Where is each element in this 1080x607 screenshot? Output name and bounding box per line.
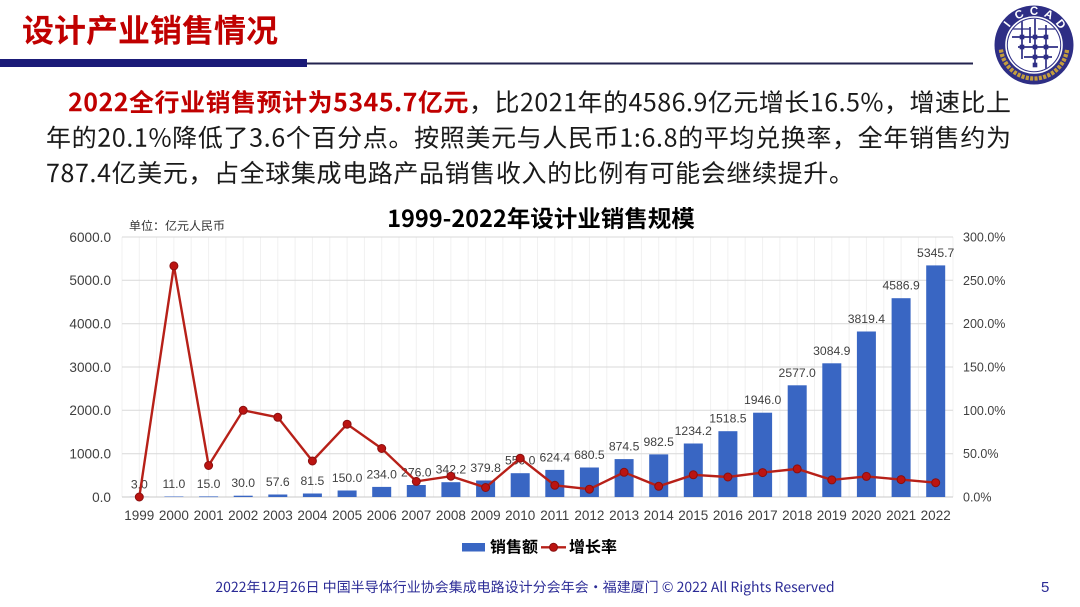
svg-text:5: 5 (1041, 579, 1049, 596)
svg-text:2013: 2013 (609, 508, 639, 523)
svg-text:2012: 2012 (574, 508, 604, 523)
svg-text:C: C (1030, 6, 1038, 18)
svg-text:276.0: 276.0 (401, 466, 432, 480)
svg-text:2010: 2010 (505, 508, 535, 523)
svg-text:2001: 2001 (194, 508, 224, 523)
svg-text:2017: 2017 (748, 508, 778, 523)
svg-text:1234.2: 1234.2 (675, 424, 712, 438)
svg-text:1000.0: 1000.0 (69, 447, 111, 462)
svg-text:680.5: 680.5 (574, 448, 605, 462)
svg-text:2022: 2022 (921, 508, 951, 523)
svg-text:2002: 2002 (228, 508, 258, 523)
svg-text:30.0: 30.0 (231, 476, 255, 490)
svg-text:300.0%: 300.0% (963, 231, 1005, 245)
svg-text:2019: 2019 (817, 508, 847, 523)
svg-text:150.0: 150.0 (332, 471, 363, 485)
svg-text:874.5: 874.5 (609, 440, 640, 454)
svg-text:250.0%: 250.0% (963, 274, 1005, 288)
svg-text:2009: 2009 (471, 508, 501, 523)
svg-text:3000.0: 3000.0 (69, 360, 111, 375)
svg-text:2577.0: 2577.0 (779, 366, 816, 380)
svg-text:2000.0: 2000.0 (69, 403, 111, 418)
svg-text:50.0%: 50.0% (963, 447, 998, 461)
svg-text:150.0%: 150.0% (963, 361, 1005, 375)
svg-text:100.0%: 100.0% (963, 404, 1005, 418)
svg-text:4000.0: 4000.0 (69, 317, 111, 332)
svg-text:1999: 1999 (124, 508, 154, 523)
svg-text:0.0: 0.0 (92, 490, 111, 505)
svg-text:1946.0: 1946.0 (744, 393, 781, 407)
svg-text:3819.4: 3819.4 (848, 312, 885, 326)
svg-text:2005: 2005 (332, 508, 362, 523)
svg-text:0.0%: 0.0% (963, 491, 992, 505)
svg-text:5345.7: 5345.7 (917, 246, 954, 260)
svg-text:2021: 2021 (886, 508, 916, 523)
svg-text:3084.9: 3084.9 (813, 344, 850, 358)
svg-text:15.0: 15.0 (197, 477, 221, 491)
svg-text:2018: 2018 (782, 508, 812, 523)
svg-text:4586.9: 4586.9 (882, 279, 919, 293)
svg-text:2008: 2008 (436, 508, 466, 523)
svg-text:2015: 2015 (678, 508, 708, 523)
svg-text:982.5: 982.5 (643, 435, 674, 449)
svg-text:342.2: 342.2 (436, 463, 467, 477)
svg-text:3.0: 3.0 (131, 477, 148, 491)
svg-text:2020: 2020 (851, 508, 881, 523)
svg-text:2011: 2011 (540, 508, 569, 523)
svg-text:2003: 2003 (263, 508, 293, 523)
svg-text:5000.0: 5000.0 (69, 273, 111, 288)
svg-text:81.5: 81.5 (301, 474, 325, 488)
svg-text:11.0: 11.0 (162, 477, 185, 491)
svg-text:I: I (1002, 20, 1013, 30)
svg-text:6000.0: 6000.0 (69, 230, 111, 245)
svg-text:2000: 2000 (159, 508, 189, 523)
svg-text:379.8: 379.8 (470, 461, 501, 475)
svg-text:57.6: 57.6 (266, 475, 290, 489)
svg-text:2007: 2007 (401, 508, 431, 523)
svg-text:2004: 2004 (297, 508, 328, 523)
svg-text:2006: 2006 (367, 508, 397, 523)
svg-text:1518.5: 1518.5 (709, 412, 746, 426)
svg-text:624.4: 624.4 (540, 450, 571, 464)
svg-text:234.0: 234.0 (366, 467, 397, 481)
svg-text:200.0%: 200.0% (963, 317, 1005, 331)
svg-text:2016: 2016 (713, 508, 743, 523)
svg-text:2014: 2014 (644, 508, 675, 523)
